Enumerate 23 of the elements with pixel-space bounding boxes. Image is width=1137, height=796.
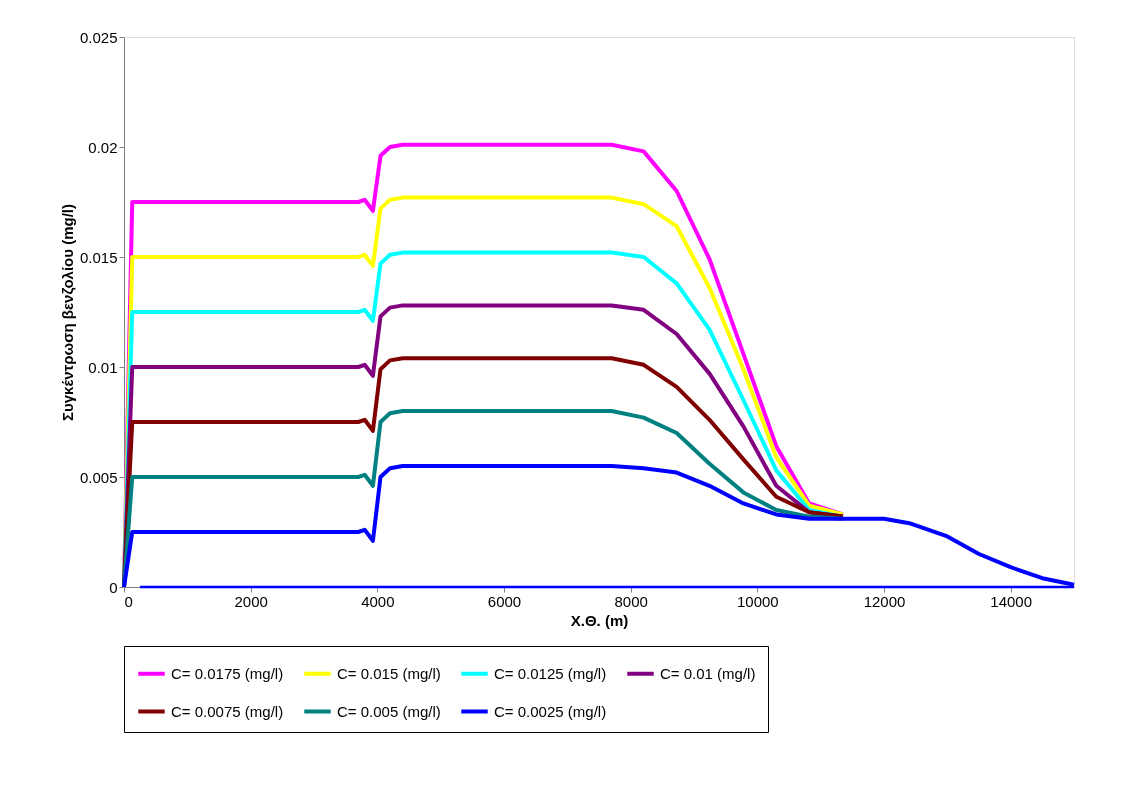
legend-label: C= 0.0125 (mg/l)	[494, 664, 607, 682]
legend-label: C= 0.0025 (mg/l)	[494, 702, 607, 720]
legend-label: C= 0.005 (mg/l)	[337, 702, 441, 720]
legend-label: C= 0.0075 (mg/l)	[171, 702, 284, 720]
y-axis-title: Συγκέντρωση βενζολίου (mg/l)	[58, 203, 76, 422]
legend-label: C= 0.0175 (mg/l)	[171, 664, 284, 682]
y-tick-label: 0.005	[79, 468, 118, 486]
y-tick-label: 0	[109, 578, 118, 596]
y-tick-label: 0.01	[88, 358, 118, 376]
x-tick-label: 8000	[614, 592, 648, 610]
x-tick-label: 6000	[487, 592, 522, 610]
legend-label: C= 0.015 (mg/l)	[337, 664, 441, 682]
x-tick-label: 14000	[990, 592, 1033, 610]
x-tick-label: 10000	[736, 592, 779, 610]
legend-label: C= 0.01 (mg/l)	[660, 664, 756, 682]
y-tick-label: 0.015	[79, 248, 118, 266]
y-tick-label: 0.02	[88, 138, 118, 156]
x-tick-label: 0	[124, 592, 133, 610]
y-tick-label: 0.025	[79, 28, 118, 46]
x-tick-label: 4000	[361, 592, 395, 610]
x-tick-label: 12000	[863, 592, 906, 610]
x-tick-label: 2000	[234, 592, 268, 610]
x-axis-title: Χ.Θ. (m)	[570, 611, 629, 629]
